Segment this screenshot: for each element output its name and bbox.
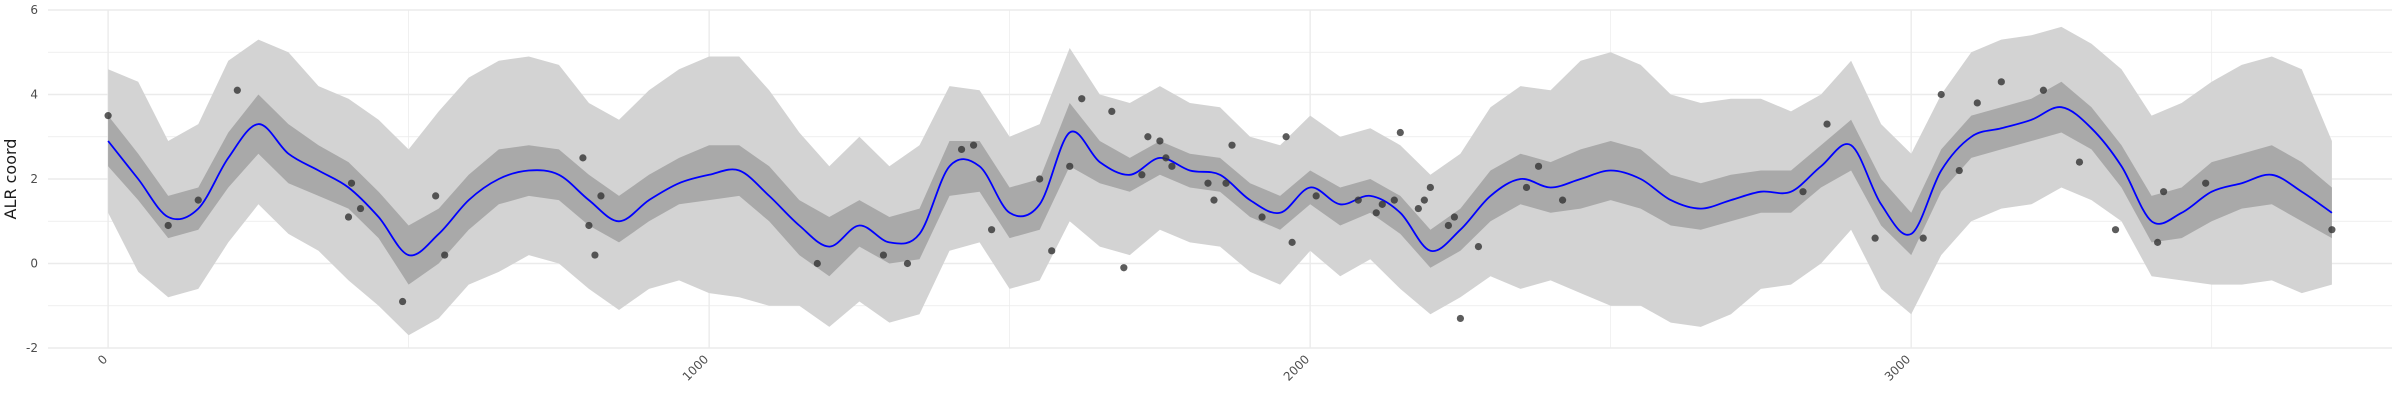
data-point [1282,133,1290,141]
data-point [969,141,978,149]
data-point [233,86,241,94]
data-point [1036,175,1044,183]
data-point [441,251,449,259]
x-tick-label: 0 [95,352,110,367]
y-tick-label: 6 [30,3,38,17]
data-point [1396,128,1404,137]
y-tick-label: -2 [26,341,38,355]
data-point [1450,213,1458,221]
data-point [1120,264,1128,272]
data-point [1534,162,1543,170]
observed-points [104,78,2336,323]
data-point [597,192,605,200]
x-tick-labels: 0 1000 2000 3000 [95,352,1913,383]
data-point [1799,188,1807,196]
data-point [2154,238,2162,246]
data-point [194,196,202,204]
data-point [2328,226,2336,234]
data-point [1066,162,1074,170]
data-point [1390,196,1398,204]
data-point [1138,171,1146,179]
x-tick-label: 2000 [1281,352,1312,383]
data-point [432,192,440,200]
data-point [2202,179,2210,187]
data-point [1144,133,1152,141]
data-point [1997,78,2005,86]
data-point [1955,166,1963,175]
data-point [1258,213,1266,221]
data-point [2039,86,2048,94]
data-point [1168,162,1176,170]
data-point [1426,183,1434,192]
data-point [1522,183,1531,192]
data-point [1228,141,1236,149]
data-point [1973,99,1981,107]
data-point [1048,247,1056,255]
data-point [903,259,912,268]
data-point [1162,154,1170,162]
data-point [1156,137,1164,145]
data-point [1204,179,1212,187]
data-point [164,221,172,230]
y-axis-title: ALR coord [1,139,20,220]
data-point [579,154,587,162]
y-tick-labels: -2 0 2 4 6 [26,3,38,355]
data-point [1444,221,1452,230]
x-tick-label: 3000 [1882,352,1913,383]
data-point [1354,196,1362,204]
data-point [1378,200,1386,208]
data-point [2111,226,2120,234]
data-point [1222,179,1230,187]
data-point [1871,234,1879,242]
posterior-mean-line [107,106,2333,257]
data-point [1823,120,1831,128]
data-point [1420,196,1428,204]
data-point [988,226,996,234]
data-point [957,145,966,154]
data-point [1558,196,1567,204]
data-point [2075,158,2084,166]
data-point [585,221,593,230]
x-tick-label: 1000 [680,352,711,383]
data-point [1108,107,1116,115]
data-point [879,251,888,259]
data-point [1288,238,1296,246]
data-point [344,213,353,221]
data-point [1078,95,1086,103]
y-tick-label: 4 [30,88,38,102]
data-point [813,259,821,268]
data-point [1456,314,1465,323]
data-point [1372,209,1380,217]
data-point [356,204,365,213]
data-point [347,179,356,187]
data-point [591,251,599,259]
y-tick-label: 0 [30,257,38,271]
data-point [1474,243,1483,251]
data-point [1312,192,1320,200]
data-point [1919,234,1927,242]
data-point [1210,196,1218,204]
data-point [399,297,407,306]
data-point [2160,188,2168,196]
data-point [104,112,112,120]
data-point [1937,90,1945,99]
inner-credible-band [108,81,2332,285]
data-point [1414,204,1422,213]
y-tick-label: 2 [30,172,38,186]
